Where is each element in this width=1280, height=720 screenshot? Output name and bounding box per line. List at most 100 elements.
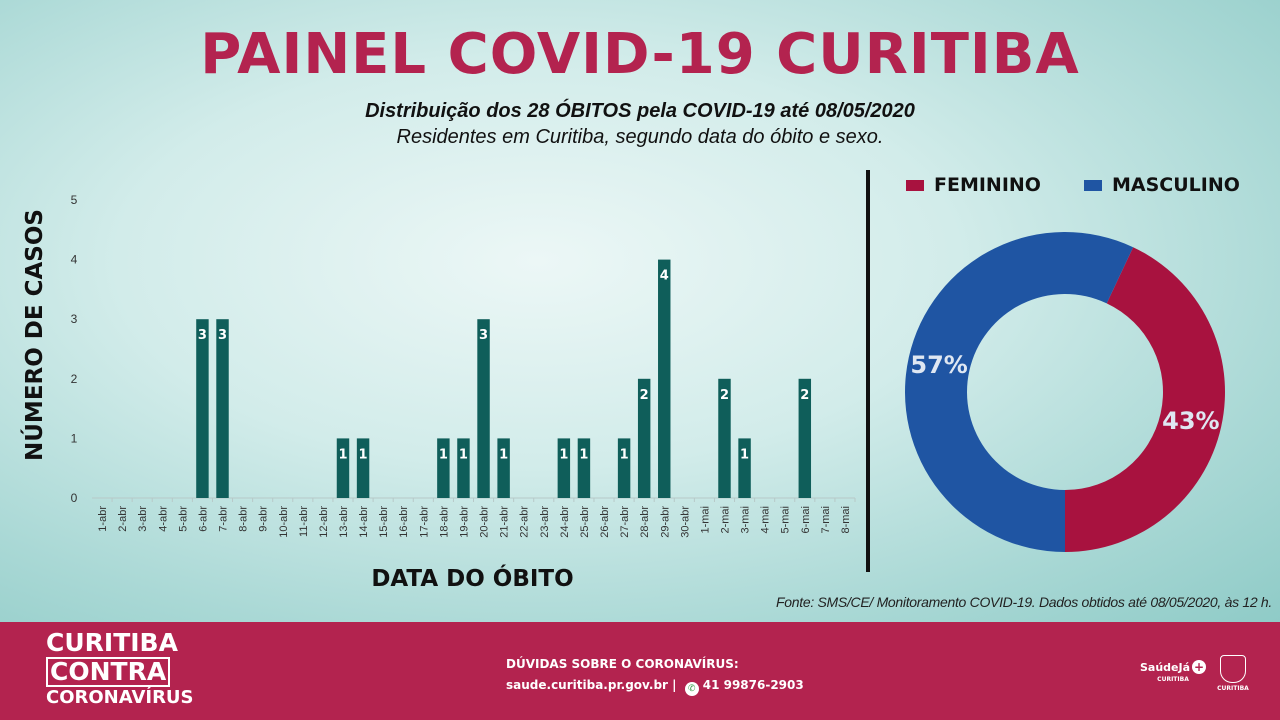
bar-chart-x-axis-label: DATA DO ÓBITO — [371, 566, 574, 592]
bar — [557, 438, 571, 498]
bar-value-label: 1 — [499, 447, 508, 462]
city-seal-text: CURITIBA — [1217, 685, 1249, 692]
y-tick-label: 0 — [71, 491, 78, 505]
brand-line-1: CURITIBA — [46, 628, 178, 657]
contact-phone[interactable]: 41 99876-2903 — [702, 678, 804, 692]
bar-value-label: 3 — [218, 328, 227, 343]
x-tick-label: 22-abr — [519, 506, 531, 538]
bar — [437, 438, 450, 498]
bar-value-label: 2 — [800, 388, 809, 403]
x-tick-label: 14-abr — [358, 506, 370, 538]
x-tick-label: 1-abr — [97, 506, 109, 532]
legend-swatch-feminino — [906, 179, 924, 191]
saudeja-logo-text: SaúdeJá — [1140, 661, 1191, 674]
subtitle-line-1: Distribuição dos 28 ÓBITOS pela COVID-19… — [365, 100, 915, 122]
bar-chart-y-axis-label: NÚMERO DE CASOS — [22, 209, 48, 461]
contact-separator: | — [672, 678, 677, 692]
bar-value-label: 1 — [740, 447, 749, 462]
x-tick-label: 13-abr — [338, 506, 350, 538]
plus-icon: + — [1192, 660, 1207, 674]
bar-value-label: 3 — [198, 328, 207, 343]
x-tick-label: 27-abr — [619, 506, 631, 538]
x-tick-label: 23-abr — [539, 506, 551, 538]
bar-value-label: 1 — [338, 447, 347, 462]
x-tick-label: 8-abr — [238, 506, 250, 532]
x-tick-label: 5-mai — [780, 506, 792, 534]
x-tick-label: 21-abr — [499, 506, 511, 538]
bar-value-label: 1 — [359, 447, 368, 462]
bar — [617, 438, 631, 498]
bar — [336, 438, 350, 498]
saudeja-logo: SaúdeJá + CURITIBA — [1140, 660, 1207, 686]
bar-value-label: 1 — [579, 447, 588, 462]
subtitle: Distribuição dos 28 ÓBITOS pela COVID-19… — [0, 98, 1280, 150]
legend-swatch-masculino — [1084, 179, 1102, 191]
donut-slice-masculino — [905, 232, 1134, 552]
bar-chart: 0 1 2 3 4 5 1-abr 2-abr 3-abr 4-abr 5-abr 3 6-abr 3 7-… — [71, 193, 856, 538]
bar-value-label: 1 — [559, 447, 568, 462]
x-tick-label: 28-abr — [639, 506, 651, 538]
x-tick-label: 4-mai — [760, 506, 772, 534]
donut-chart: 43% 57% — [905, 232, 1225, 553]
x-tick-label: 10-abr — [278, 506, 290, 538]
x-tick-label: 26-abr — [599, 506, 611, 538]
x-tick-label: 2-mai — [719, 506, 731, 534]
bar-value-label: 1 — [620, 447, 629, 462]
y-tick-label: 3 — [71, 312, 78, 326]
bar — [457, 438, 470, 498]
x-tick-label: 16-abr — [398, 506, 410, 538]
bar — [658, 259, 671, 498]
bar — [216, 319, 229, 498]
saudeja-logo-sub: CURITIBA — [1157, 676, 1189, 683]
legend-item-feminino: FEMININO — [906, 174, 1041, 196]
x-tick-label: 6-abr — [197, 506, 209, 532]
donut-value-label: 57% — [910, 351, 967, 379]
bar — [637, 378, 651, 498]
bar-value-label: 1 — [439, 447, 448, 462]
source-note: Fonte: SMS/CE/ Monitoramento COVID-19. D… — [776, 594, 1272, 610]
x-tick-label: 3-abr — [137, 506, 149, 532]
city-seal-logo: CURITIBA — [1217, 655, 1249, 692]
x-tick-label: 29-abr — [659, 506, 671, 538]
brand-line-2: CONTRA — [46, 657, 171, 687]
x-tick-label: 20-abr — [479, 506, 491, 538]
bar — [718, 378, 731, 498]
contact-site-link[interactable]: saude.curitiba.pr.gov.br — [506, 678, 668, 692]
x-tick-label: 4-abr — [157, 506, 169, 532]
y-tick-label: 1 — [71, 431, 78, 445]
x-tick-label: 5-abr — [177, 506, 189, 532]
legend-label-feminino: FEMININO — [934, 174, 1041, 196]
legend-item-masculino: MASCULINO — [1084, 174, 1240, 196]
x-tick-label: 25-abr — [579, 506, 591, 538]
y-tick-label: 2 — [71, 372, 78, 386]
bar — [577, 438, 591, 498]
y-tick-label: 4 — [71, 253, 78, 267]
bar — [738, 438, 751, 498]
x-tick-label: 19-abr — [458, 506, 470, 538]
bar — [356, 438, 370, 498]
x-tick-label: 6-mai — [800, 506, 812, 534]
legend-label-masculino: MASCULINO — [1112, 174, 1240, 196]
bar-value-label: 3 — [479, 328, 488, 343]
brand-line-3: CORONAVÍRUS — [46, 687, 194, 708]
x-tick-label: 1-mai — [699, 506, 711, 534]
x-tick-label: 7-mai — [820, 506, 832, 534]
donut-value-label: 43% — [1162, 407, 1219, 435]
x-tick-label: 18-abr — [438, 506, 450, 538]
bar — [798, 378, 812, 498]
x-tick-label: 24-abr — [559, 506, 571, 538]
subtitle-line-2: Residentes em Curitiba, segundo data do … — [396, 126, 884, 148]
y-tick-label: 5 — [71, 193, 78, 207]
page-title: PAINEL COVID-19 CURITIBA — [200, 22, 1080, 87]
whatsapp-icon: ✆ — [684, 682, 699, 696]
bar-value-label: 2 — [640, 388, 649, 403]
x-tick-label: 11-abr — [298, 506, 310, 537]
x-tick-label: 30-abr — [679, 506, 691, 538]
footer — [0, 622, 1280, 720]
contact-heading: DÚVIDAS SOBRE O CORONAVÍRUS: — [506, 657, 739, 671]
bar-value-label: 2 — [720, 388, 729, 403]
brand-logo: CURITIBA CONTRA CORONAVÍRUS — [46, 630, 194, 708]
city-seal-icon — [1220, 655, 1246, 683]
x-tick-label: 2-abr — [117, 506, 129, 532]
x-tick-label: 3-mai — [740, 506, 752, 534]
